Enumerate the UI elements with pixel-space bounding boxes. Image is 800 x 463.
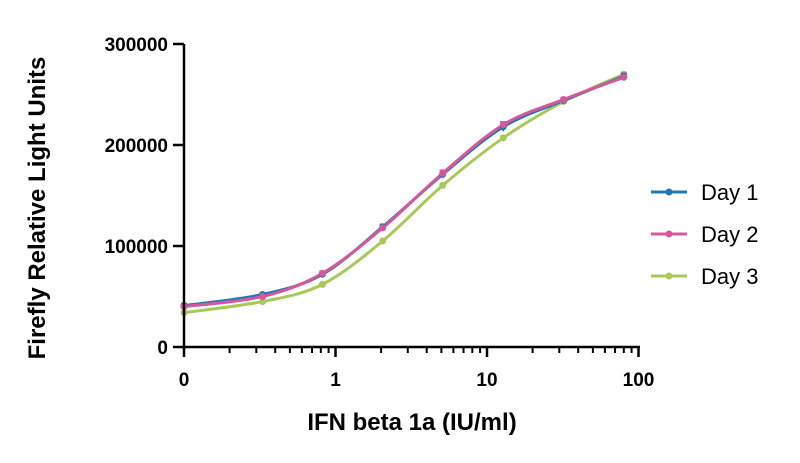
plot-area <box>180 70 628 317</box>
x-tick-label: 0 <box>179 370 190 391</box>
data-point <box>318 269 326 277</box>
axes <box>182 44 640 349</box>
data-point <box>499 134 507 142</box>
y-tick-label: 300000 <box>105 35 168 56</box>
legend-label: Day 1 <box>701 180 758 205</box>
data-point <box>259 298 267 306</box>
series-line-day-3 <box>183 72 625 315</box>
legend-swatch-marker <box>665 188 673 196</box>
y-axis-title: Firefly Relative Light Units <box>24 57 51 360</box>
x-tick-label: 10 <box>476 370 497 391</box>
x-axis-title: IFN beta 1a (IU/ml) <box>307 409 516 436</box>
data-point <box>620 73 628 81</box>
series-line-day-2 <box>183 75 625 309</box>
y-tick-label: 200000 <box>105 136 168 157</box>
data-point <box>560 96 568 104</box>
data-point <box>259 293 267 300</box>
data-point <box>379 237 387 245</box>
legend-swatch-marker <box>665 230 673 238</box>
data-point <box>379 224 387 232</box>
y-tick-label: 100000 <box>105 237 168 258</box>
data-point <box>439 181 447 189</box>
x-tick-label: 1 <box>330 370 341 391</box>
y-tick-label: 0 <box>157 338 168 359</box>
data-point <box>318 280 326 288</box>
y-ticks: 0 100000 200000 300000 <box>105 35 184 359</box>
data-point <box>499 121 507 129</box>
x-ticks: 0 1 10 100 <box>179 347 655 391</box>
legend-label: Day 2 <box>701 222 758 247</box>
legend-swatch-marker <box>665 272 673 280</box>
data-point <box>439 169 447 177</box>
legend: Day 1 Day 2 Day 3 <box>651 180 758 289</box>
legend-label: Day 3 <box>701 264 758 289</box>
series-line-day-1 <box>183 74 625 308</box>
x-tick-label: 100 <box>623 370 655 391</box>
